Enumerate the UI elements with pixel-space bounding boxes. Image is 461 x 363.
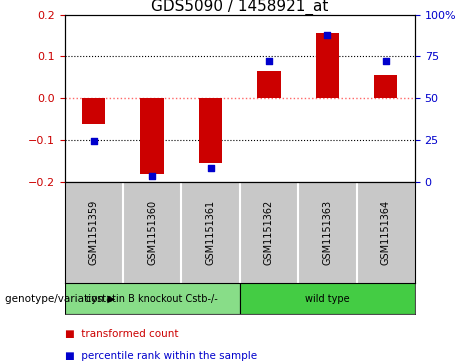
Bar <box>199 98 222 163</box>
Text: GSM1151359: GSM1151359 <box>89 200 99 265</box>
Bar <box>316 33 339 98</box>
Bar <box>65 283 240 314</box>
Point <box>324 32 331 37</box>
Bar <box>82 98 106 124</box>
Text: genotype/variation ▶: genotype/variation ▶ <box>5 294 115 303</box>
Title: GDS5090 / 1458921_at: GDS5090 / 1458921_at <box>151 0 328 15</box>
Text: GSM1151364: GSM1151364 <box>381 200 391 265</box>
Point <box>207 165 214 171</box>
Text: ■  transformed count: ■ transformed count <box>65 329 178 339</box>
Text: cystatin B knockout Cstb-/-: cystatin B knockout Cstb-/- <box>86 294 218 303</box>
Text: ■  percentile rank within the sample: ■ percentile rank within the sample <box>65 351 257 361</box>
Bar <box>240 283 415 314</box>
Bar <box>141 98 164 174</box>
Text: GSM1151363: GSM1151363 <box>322 200 332 265</box>
Point <box>90 139 97 144</box>
Text: GSM1151360: GSM1151360 <box>147 200 157 265</box>
Point <box>265 58 272 64</box>
Bar <box>374 75 397 98</box>
Text: GSM1151361: GSM1151361 <box>206 200 216 265</box>
Bar <box>257 71 281 98</box>
Point <box>148 174 156 179</box>
Text: GSM1151362: GSM1151362 <box>264 200 274 265</box>
Point <box>382 58 390 64</box>
Text: wild type: wild type <box>305 294 349 303</box>
